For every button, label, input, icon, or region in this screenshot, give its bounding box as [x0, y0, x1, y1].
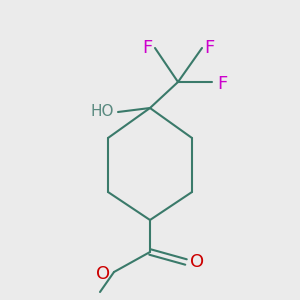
- Text: F: F: [143, 39, 153, 57]
- Text: O: O: [96, 265, 110, 283]
- Text: O: O: [190, 253, 204, 271]
- Text: F: F: [204, 39, 214, 57]
- Text: F: F: [217, 75, 227, 93]
- Text: HO: HO: [91, 104, 114, 119]
